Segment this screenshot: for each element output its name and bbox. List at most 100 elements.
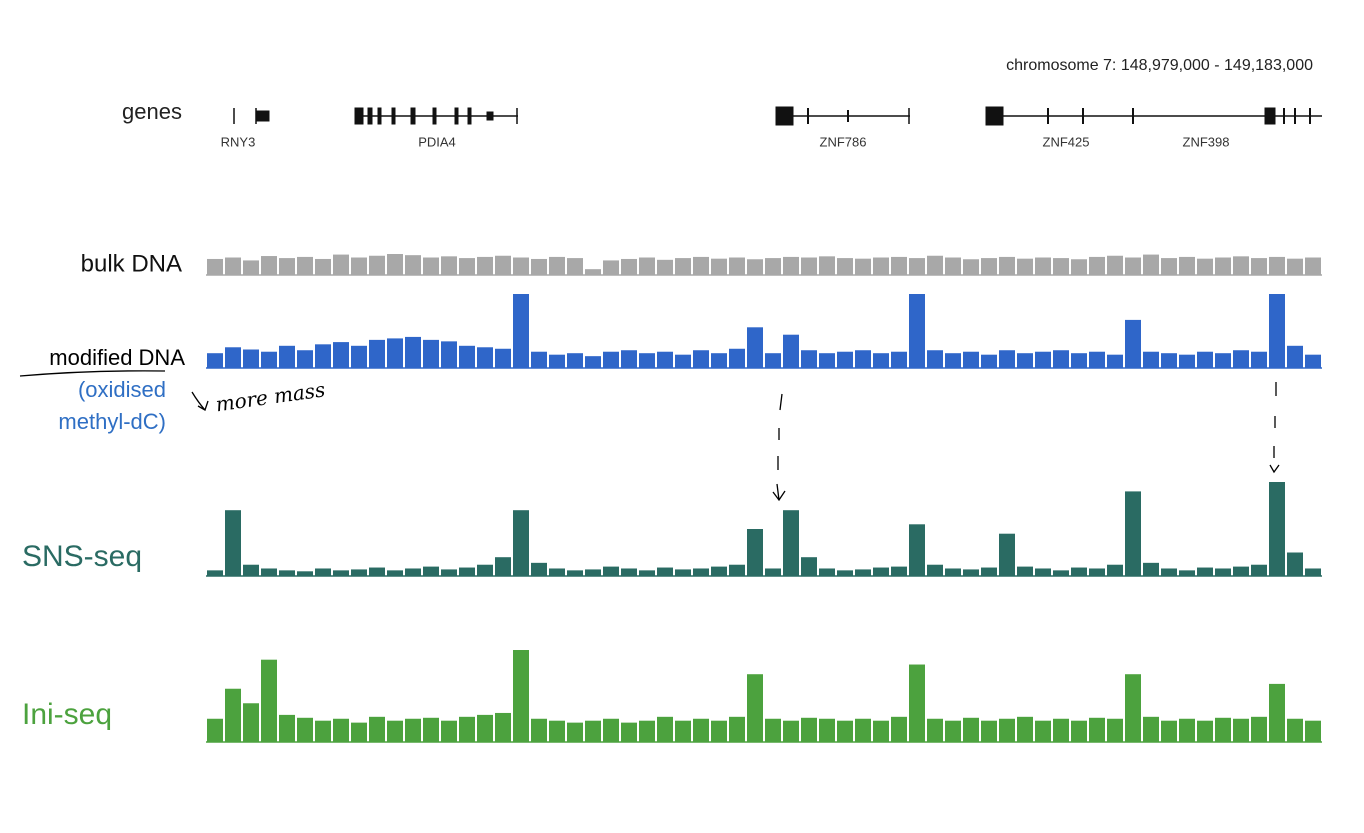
coverage-bar xyxy=(963,351,979,368)
coverage-bar xyxy=(711,258,727,275)
coverage-bar xyxy=(693,256,709,275)
coverage-bar xyxy=(783,510,799,576)
coverage-bar xyxy=(891,566,907,576)
track-subtitle: (oxidised xyxy=(78,377,166,402)
coverage-bar xyxy=(1197,567,1213,576)
coverage-bar xyxy=(1305,354,1321,368)
coverage-bar xyxy=(945,568,961,576)
coverage-bar xyxy=(981,567,997,576)
gene-name: ZNF398 xyxy=(1183,134,1230,149)
coverage-bar xyxy=(225,688,241,742)
coverage-bar xyxy=(549,720,565,742)
coverage-bar xyxy=(1143,351,1159,368)
coverage-bar xyxy=(1071,567,1087,576)
coverage-bar xyxy=(1161,720,1177,742)
coverage-bar xyxy=(693,718,709,742)
coverage-bar xyxy=(333,254,349,275)
coverage-bar xyxy=(873,257,889,275)
coverage-bar xyxy=(819,718,835,742)
coverage-bar xyxy=(387,254,403,275)
coverage-bar xyxy=(945,257,961,275)
coverage-bar xyxy=(945,353,961,368)
coverage-bar xyxy=(1233,350,1249,368)
coverage-bar xyxy=(909,664,925,742)
coverage-bar xyxy=(1125,257,1141,275)
coverage-bar xyxy=(729,564,745,576)
handwritten-note: more mass xyxy=(214,377,326,416)
coverage-bar xyxy=(783,334,799,368)
coverage-bar xyxy=(1179,718,1195,742)
coverage-bar xyxy=(1035,720,1051,742)
coverage-bar xyxy=(657,716,673,742)
gene-name: ZNF786 xyxy=(820,134,867,149)
coverage-bar xyxy=(477,347,493,368)
coverage-bar xyxy=(603,566,619,576)
coverage-bar xyxy=(1197,351,1213,368)
coverage-bar xyxy=(297,350,313,368)
coverage-bar xyxy=(531,258,547,275)
coverage-bar xyxy=(999,718,1015,742)
coverage-bar xyxy=(783,256,799,275)
coverage-bar xyxy=(297,571,313,576)
coverage-bar xyxy=(369,716,385,742)
coverage-bar xyxy=(1287,345,1303,368)
coverage-bar xyxy=(1053,258,1069,275)
coverage-bar xyxy=(495,348,511,368)
coverage-bar xyxy=(441,341,457,368)
coverage-bar xyxy=(1071,353,1087,368)
coverage-bar xyxy=(981,720,997,742)
coverage-bar xyxy=(855,569,871,576)
coverage-bar xyxy=(1233,256,1249,275)
coverage-bar xyxy=(567,570,583,576)
coverage-bar xyxy=(459,258,475,275)
coverage-bar xyxy=(333,342,349,368)
coverage-bar xyxy=(783,720,799,742)
coverage-bar xyxy=(963,259,979,275)
coverage-bar xyxy=(1089,256,1105,275)
coverage-bar xyxy=(1161,568,1177,576)
coverage-bar xyxy=(405,568,421,576)
coverage-bar xyxy=(531,718,547,742)
coverage-bar xyxy=(513,650,529,742)
coverage-bar xyxy=(837,351,853,368)
coverage-bar xyxy=(243,564,259,576)
coverage-bar xyxy=(1251,564,1267,576)
coverage-bar xyxy=(927,718,943,742)
coverage-bar xyxy=(387,570,403,576)
coverage-bar xyxy=(855,718,871,742)
coverage-bar xyxy=(1017,258,1033,275)
coverage-bar xyxy=(1035,568,1051,576)
coverage-bar xyxy=(603,718,619,742)
coverage-bar xyxy=(1161,258,1177,275)
coverage-bar xyxy=(531,562,547,576)
coverage-bar xyxy=(1269,256,1285,275)
coverage-bar xyxy=(819,256,835,275)
coverage-bar xyxy=(405,336,421,368)
coverage-bar xyxy=(1305,257,1321,275)
coverage-bar xyxy=(477,564,493,576)
coverage-bar xyxy=(1215,717,1231,742)
coverage-bar xyxy=(675,569,691,576)
coverage-bar xyxy=(1161,353,1177,368)
coverage-bar xyxy=(225,257,241,275)
coverage-bar xyxy=(1035,351,1051,368)
coverage-bar xyxy=(225,510,241,576)
coverage-bar xyxy=(1143,254,1159,275)
coverage-bar xyxy=(333,570,349,576)
coverage-bar xyxy=(387,338,403,368)
coverage-bar xyxy=(1179,570,1195,576)
track-label: modified DNA xyxy=(49,345,185,370)
coverage-bar xyxy=(639,570,655,576)
coverage-bar xyxy=(1035,257,1051,275)
coverage-bar xyxy=(1143,562,1159,576)
coverage-bar xyxy=(1179,256,1195,275)
coverage-bar xyxy=(675,258,691,275)
coverage-bar xyxy=(1287,258,1303,275)
coverage-bar xyxy=(801,717,817,742)
underline xyxy=(19,370,166,377)
coverage-bar xyxy=(1269,683,1285,742)
coverage-bar xyxy=(549,568,565,576)
coverage-bar xyxy=(801,257,817,275)
genes-label: genes xyxy=(122,99,182,124)
coverage-bar xyxy=(891,256,907,275)
